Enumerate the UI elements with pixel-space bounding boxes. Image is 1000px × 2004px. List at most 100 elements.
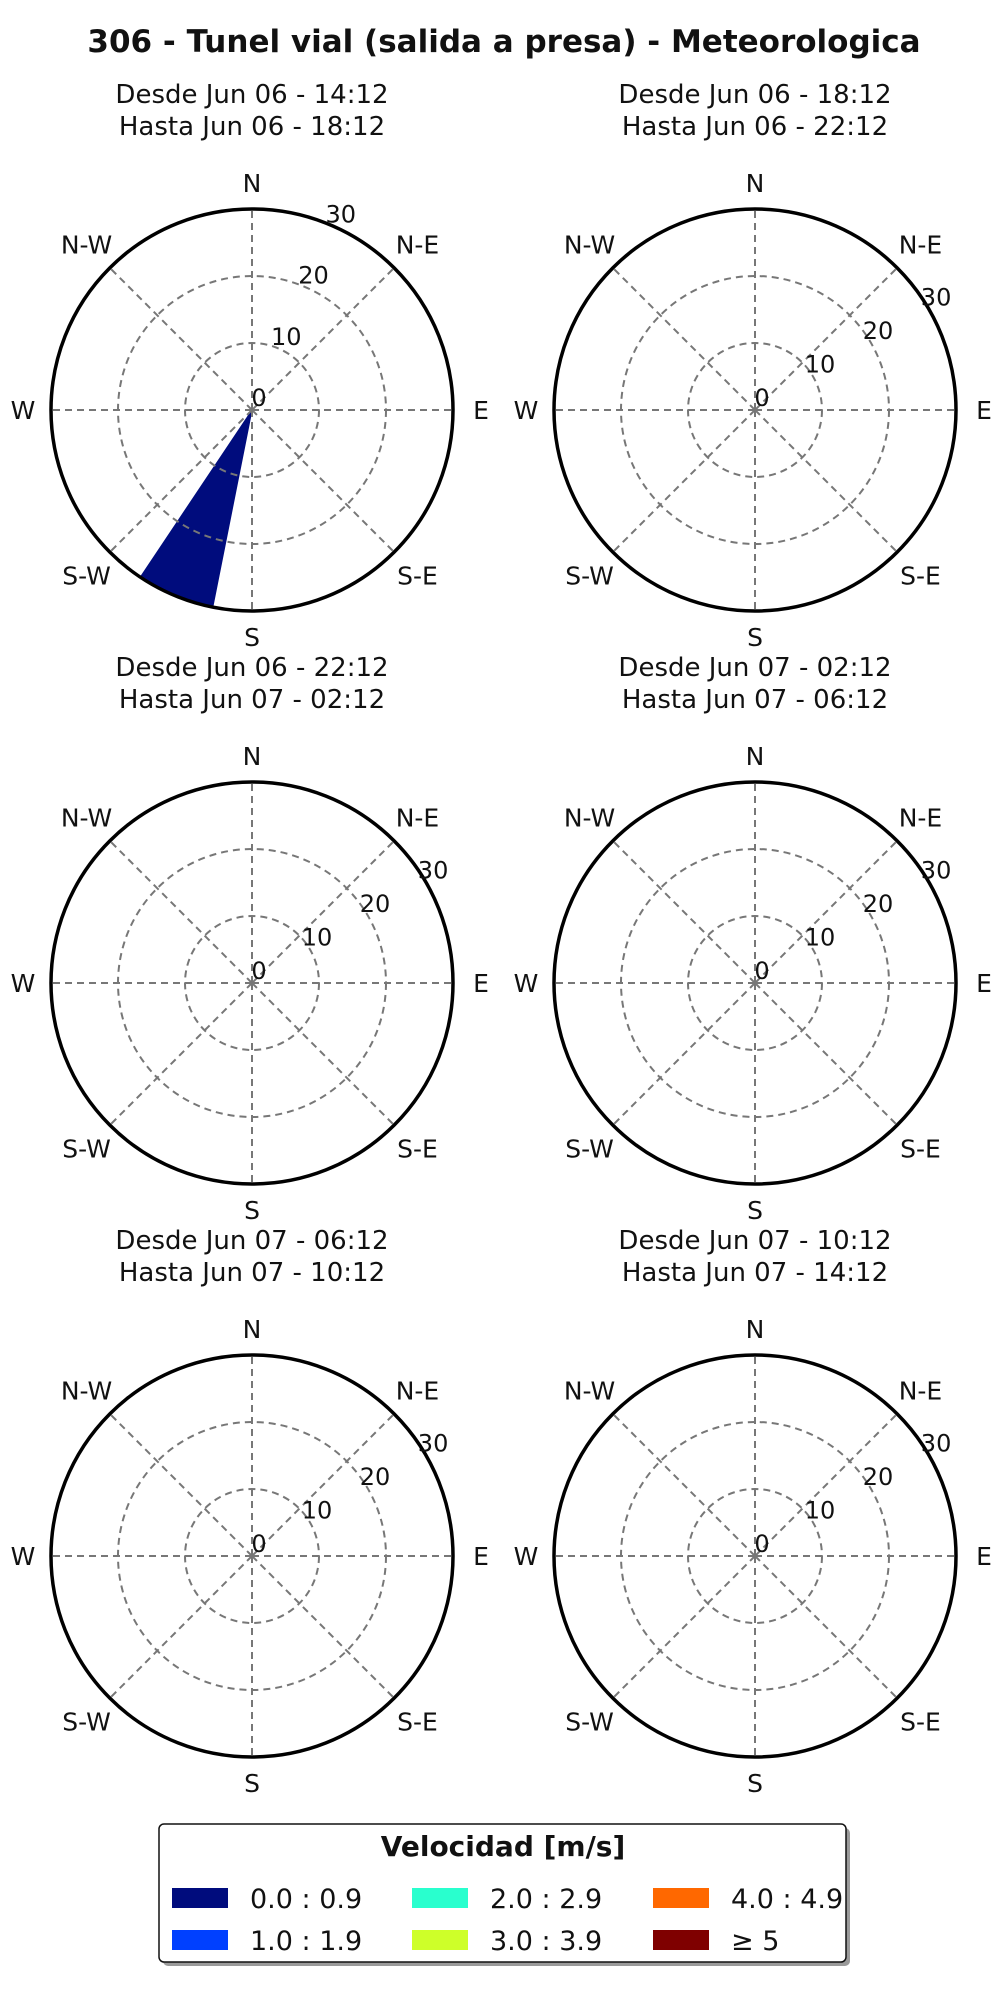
panel-1-radial-tick-0: 0	[251, 384, 266, 412]
panel-3-radial-tick-20: 20	[360, 890, 391, 918]
panel-5-direction-label-s-e: S-E	[397, 1707, 438, 1736]
panel-2-radial-tick-10: 10	[805, 351, 836, 379]
panel-1-spoke-4	[251, 409, 395, 553]
panel-6-direction-label-s: S	[747, 1769, 763, 1798]
panel-5-radial-tick-20: 20	[360, 1463, 391, 1491]
panel-4-radial-tick-20: 20	[863, 890, 894, 918]
panel-5-spoke-8	[109, 1413, 253, 1557]
panel-1-radial-tick-30: 30	[325, 200, 356, 228]
panel-1-radial-tick-20: 20	[298, 262, 329, 290]
panel-3-direction-label-s-e: S-E	[397, 1134, 438, 1163]
panel-2-direction-label-n-e: N-E	[899, 231, 943, 260]
legend-swatch-3	[653, 1888, 709, 1908]
panel-1-direction-label-n: N	[243, 169, 262, 198]
panel-2-from-label: Desde Jun 06 - 18:12	[618, 80, 891, 110]
legend-swatch-1	[172, 1888, 228, 1908]
panel-6-from-label: Desde Jun 07 - 10:12	[618, 1226, 891, 1256]
legend-swatch-4	[172, 1930, 228, 1950]
panel-5-outer-ring	[49, 1353, 455, 1759]
panel-5-direction-label-n: N	[243, 1315, 262, 1344]
panel-4-direction-label-n: N	[746, 742, 765, 771]
panel-4-direction-label-e: E	[976, 969, 992, 998]
panel-6-direction-label-s-e: S-E	[900, 1707, 941, 1736]
panel-3-from-label: Desde Jun 06 - 22:12	[115, 653, 388, 683]
panel-3-direction-label-n-e: N-E	[396, 804, 440, 833]
panel-1-to-label: Hasta Jun 06 - 18:12	[119, 112, 385, 142]
panel-6-direction-label-n-w: N-W	[564, 1377, 615, 1406]
panel-6-direction-label-n: N	[746, 1315, 765, 1344]
panel-3-radial-tick-10: 10	[302, 924, 333, 952]
panel-2-direction-label-w: W	[514, 396, 539, 425]
panel-2-radial-tick-20: 20	[863, 317, 894, 345]
panel-6-spoke-4	[754, 1555, 898, 1699]
panel-2-outer-ring	[552, 207, 958, 613]
panel-3-outer-ring	[49, 780, 455, 1186]
panel-4-direction-label-n-w: N-W	[564, 804, 615, 833]
legend-label-1: 0.0 : 0.9	[250, 1884, 362, 1915]
chart-title: 306 - Tunel vial (salida a presa) - Mete…	[87, 24, 920, 60]
panel-4-radial-tick-0: 0	[754, 957, 769, 985]
panel-6-spoke-2	[754, 1413, 898, 1557]
panel-4-direction-label-s-e: S-E	[900, 1134, 941, 1163]
panel-1-spoke-2	[251, 267, 395, 411]
panel-5-direction-label-s-w: S-W	[62, 1707, 111, 1736]
panel-6-radial-tick-30: 30	[921, 1430, 952, 1458]
panel-5-direction-label-e: E	[473, 1542, 489, 1571]
panel-5-from-label: Desde Jun 07 - 06:12	[115, 1226, 388, 1256]
panel-1-spoke-8	[109, 267, 253, 411]
panel-4-outer-ring	[552, 780, 958, 1186]
panel-1-outer-ring	[49, 207, 455, 613]
panel-3-radial-tick-30: 30	[418, 857, 449, 885]
panel-1-direction-label-s-e: S-E	[397, 561, 438, 590]
panel-4-direction-label-s-w: S-W	[565, 1134, 614, 1163]
panel-6-radial-tick-0: 0	[754, 1530, 769, 1558]
panel-2-direction-label-s: S	[747, 623, 763, 652]
legend-box	[158, 1823, 847, 1963]
panel-5-direction-label-n-w: N-W	[61, 1377, 112, 1406]
panel-3-spoke-2	[251, 840, 395, 984]
legend-swatch-2	[412, 1888, 468, 1908]
legend-label-4: 1.0 : 1.9	[250, 1926, 362, 1957]
panel-2-direction-label-s-e: S-E	[900, 561, 941, 590]
panel-4-radial-tick-30: 30	[921, 857, 952, 885]
legend: Velocidad [m/s] 0.0 : 0.9 2.0 : 2.9 4.0 : …	[158, 1823, 850, 1966]
panel-5-direction-label-s: S	[244, 1769, 260, 1798]
panel-5-spoke-6	[109, 1555, 253, 1699]
panel-1-radial-tick-10: 10	[271, 323, 302, 351]
panel-2-radial-tick-0: 0	[754, 384, 769, 412]
panel-1-direction-label-w: W	[11, 396, 36, 425]
panel-4-spoke-2	[754, 840, 898, 984]
panel-2-direction-label-e: E	[976, 396, 992, 425]
panel-1-direction-label-n-w: N-W	[61, 231, 112, 260]
panel-4-direction-label-n-e: N-E	[899, 804, 943, 833]
panel-2-spoke-4	[754, 409, 898, 553]
panel-5-to-label: Hasta Jun 07 - 10:12	[119, 1258, 385, 1288]
panel-4-direction-label-w: W	[514, 969, 539, 998]
panel-4-direction-label-s: S	[747, 1196, 763, 1225]
panel-4-spoke-8	[612, 840, 756, 984]
panel-3-spoke-8	[109, 840, 253, 984]
panel-6-radial-tick-10: 10	[805, 1497, 836, 1525]
panel-6-spoke-6	[612, 1555, 756, 1699]
panel-3-direction-label-n-w: N-W	[61, 804, 112, 833]
panel-4-from-label: Desde Jun 07 - 02:12	[618, 653, 891, 683]
panel-1-direction-label-s: S	[244, 623, 260, 652]
panel-2-direction-label-s-w: S-W	[565, 561, 614, 590]
legend-title: Velocidad [m/s]	[381, 1830, 626, 1863]
panel-5-radial-tick-10: 10	[302, 1497, 333, 1525]
panel-4-spoke-6	[612, 982, 756, 1126]
panel-2-spoke-6	[612, 409, 756, 553]
panel-6-spoke-8	[612, 1413, 756, 1557]
panel-3-direction-label-e: E	[473, 969, 489, 998]
panel-6-direction-label-n-e: N-E	[899, 1377, 943, 1406]
panel-3-direction-label-s-w: S-W	[62, 1134, 111, 1163]
panel-6-to-label: Hasta Jun 07 - 14:12	[622, 1258, 888, 1288]
panel-6-direction-label-w: W	[514, 1542, 539, 1571]
